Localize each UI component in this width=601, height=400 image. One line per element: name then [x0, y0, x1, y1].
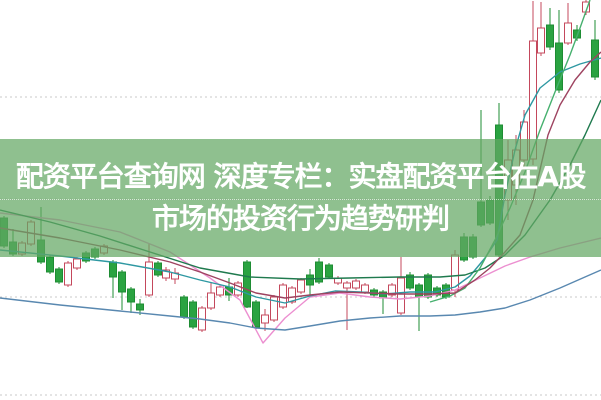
candle-down: [243, 261, 251, 308]
candle-up: [564, 22, 572, 44]
candle-down: [180, 296, 188, 318]
candle-up: [537, 27, 545, 54]
candle-up: [216, 286, 224, 296]
candle-up: [361, 284, 369, 293]
candle-up: [343, 282, 351, 289]
candle-up: [64, 262, 72, 286]
candle-down: [406, 274, 414, 289]
ma-line-maroon: [0, 51, 601, 299]
candle-down: [325, 264, 333, 278]
candle-down: [55, 268, 63, 283]
candle-up: [352, 280, 360, 289]
candle-down: [546, 24, 554, 48]
candle-up: [162, 269, 170, 279]
candle-down: [109, 261, 117, 278]
candle-down: [424, 274, 432, 298]
candle-down: [136, 303, 144, 311]
candle-down: [46, 256, 54, 273]
candle-up: [388, 284, 396, 296]
candle-up: [297, 279, 305, 293]
candle-down: [118, 271, 126, 293]
candle-down: [189, 301, 197, 328]
candle-down: [306, 274, 314, 286]
candle-up: [288, 287, 296, 303]
candle-up: [73, 258, 81, 269]
candle-up: [207, 292, 215, 309]
candle-down: [252, 301, 260, 328]
candle-up: [145, 261, 153, 296]
candle-up: [397, 277, 405, 314]
ma-line-teal: [0, 57, 601, 304]
gridline-through-banner: [0, 199, 601, 200]
watermark-text-line2: 市场的投资行为趋势研判: [151, 202, 450, 235]
candle-up: [270, 296, 278, 321]
watermark-text-line1: 配资平台查询网 深度专栏：实盘配资平台在A股: [15, 160, 586, 193]
candle-down: [315, 261, 323, 283]
candle-down: [127, 288, 135, 303]
candle-up: [279, 284, 287, 308]
candle-up: [261, 314, 269, 324]
ma-line-steelblue: [0, 269, 601, 331]
watermark-banner: 配资平台查询网 深度专栏：实盘配资平台在A股 市场的投资行为趋势研判: [0, 139, 601, 257]
candle-down: [415, 284, 423, 298]
candle-down: [555, 42, 563, 91]
